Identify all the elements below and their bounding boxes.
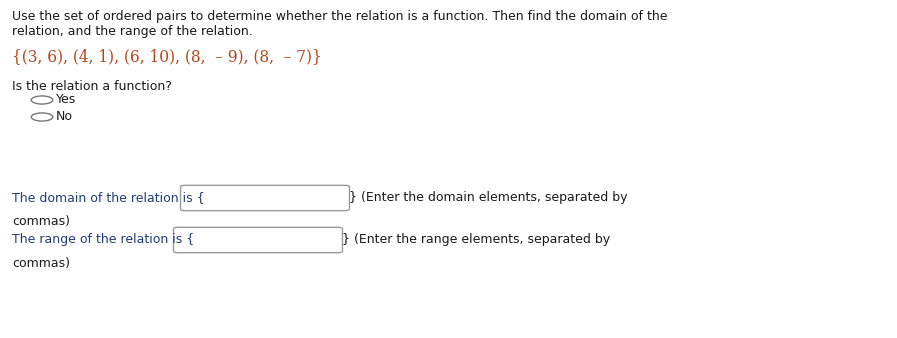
Text: Yes: Yes bbox=[56, 94, 76, 106]
Text: relation, and the range of the relation.: relation, and the range of the relation. bbox=[12, 25, 253, 38]
Text: Is the relation a function?: Is the relation a function? bbox=[12, 80, 172, 93]
Text: commas): commas) bbox=[12, 257, 70, 270]
Text: commas): commas) bbox=[12, 215, 70, 228]
Text: No: No bbox=[56, 111, 73, 123]
Text: {(3, 6), (4, 1), (6, 10), (8,  – 9), (8,  – 7)}: {(3, 6), (4, 1), (6, 10), (8, – 9), (8, … bbox=[12, 48, 322, 65]
Text: } (Enter the domain elements, separated by: } (Enter the domain elements, separated … bbox=[349, 192, 628, 204]
Text: The domain of the relation is {: The domain of the relation is { bbox=[12, 192, 205, 204]
Text: } (Enter the range elements, separated by: } (Enter the range elements, separated b… bbox=[342, 234, 610, 246]
Text: The range of the relation is {: The range of the relation is { bbox=[12, 234, 195, 246]
Text: Use the set of ordered pairs to determine whether the relation is a function. Th: Use the set of ordered pairs to determin… bbox=[12, 10, 667, 23]
